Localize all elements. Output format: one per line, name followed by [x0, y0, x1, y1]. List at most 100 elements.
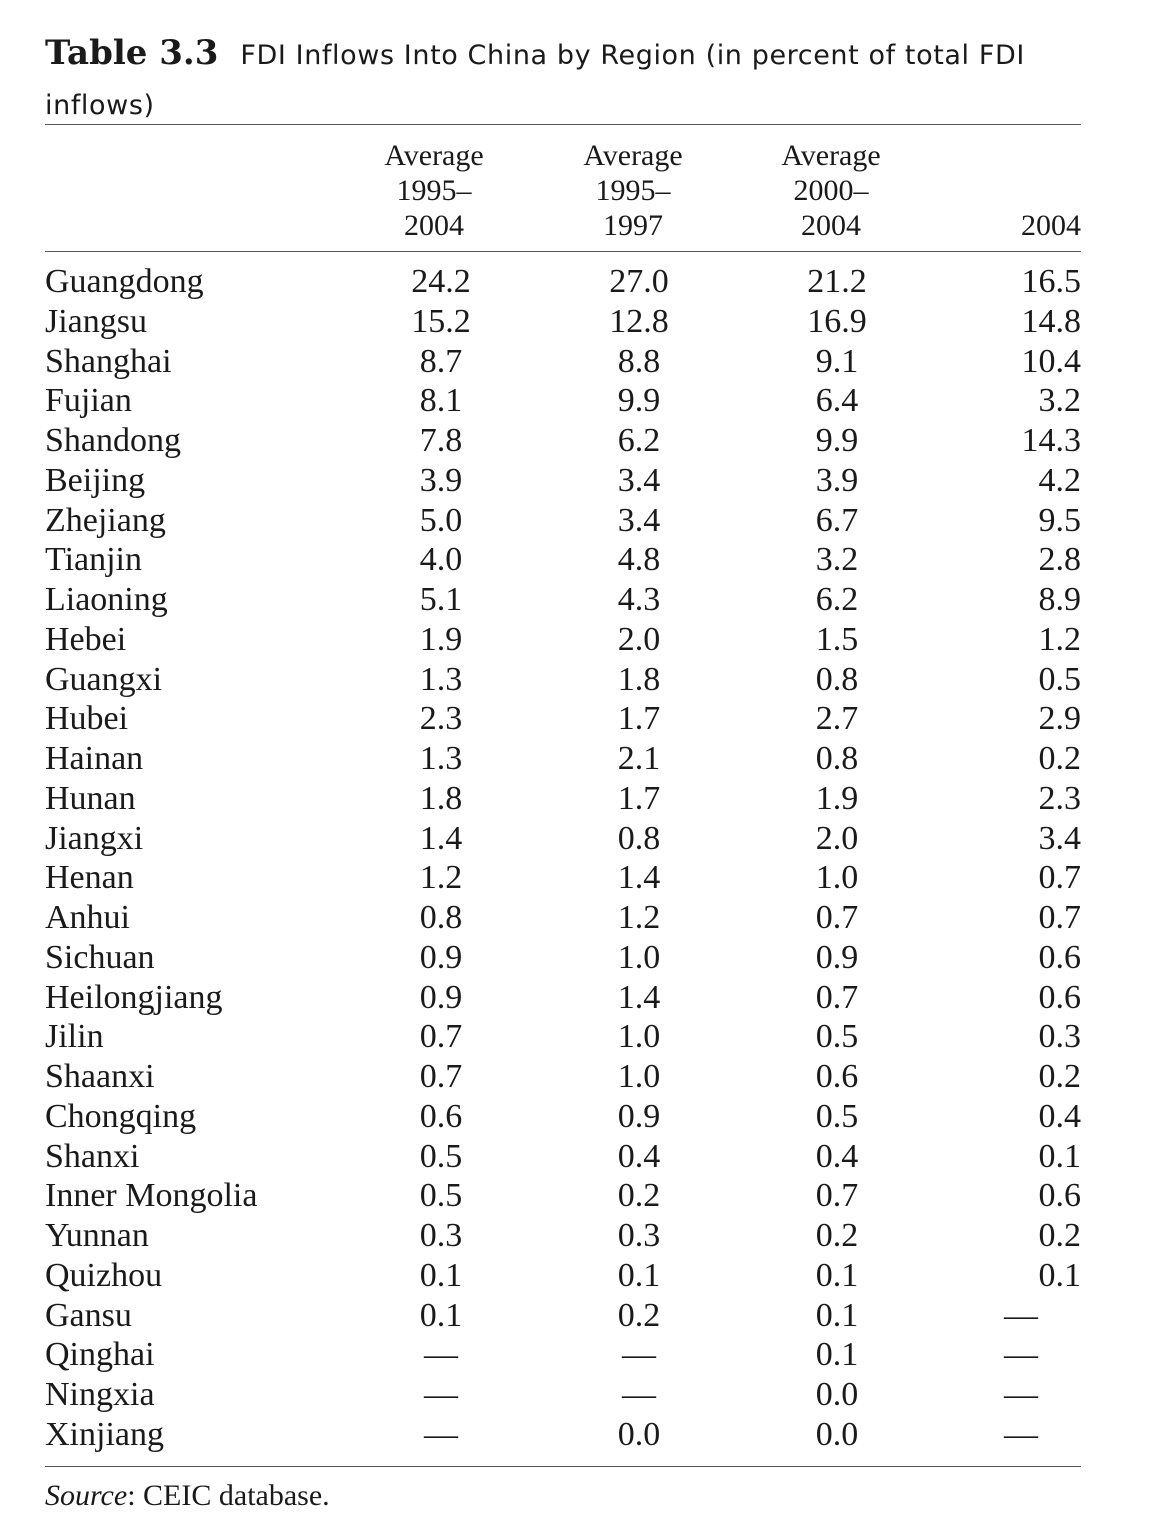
cell-value: 0.1 — [815, 1256, 859, 1294]
cell-value: 9.9 — [815, 422, 859, 459]
table-row: Jilin 0.7 1.0 0.5 0.3 — [45, 1017, 1081, 1057]
cell-value: 0.6 — [1038, 1177, 1082, 1215]
column-header-avg-1995-1997: Average 1995– 1997 — [583, 139, 683, 242]
region-name: Chongqing — [45, 1097, 197, 1135]
bottom-rule — [45, 1466, 1081, 1467]
table-row: Heilongjiang 0.9 1.4 0.7 0.6 — [45, 978, 1081, 1018]
cell-value: 4.8 — [617, 541, 661, 579]
region-name: Shandong — [45, 422, 181, 459]
cell-value: 1.0 — [815, 859, 859, 897]
cell-value: — — [622, 1336, 656, 1374]
cell-value: 0.4 — [617, 1137, 661, 1175]
table-row: Jiangsu 15.2 12.8 16.9 14.8 — [45, 302, 1081, 342]
cell-value: 0.6 — [419, 1097, 463, 1135]
table-row: Gansu 0.1 0.2 0.1 — — [45, 1296, 1081, 1336]
cell-value: 15.2 — [411, 302, 471, 340]
cell-value: 8.9 — [1038, 581, 1082, 618]
cell-value: — — [1004, 1415, 1038, 1453]
cell-value: 16.9 — [807, 302, 867, 340]
table-row: Ningxia — — 0.0 — — [45, 1375, 1081, 1415]
region-name: Inner Mongolia — [45, 1177, 258, 1215]
cell-value: 1.8 — [419, 779, 463, 817]
cell-value: 0.5 — [419, 1137, 463, 1175]
cell-value: 0.4 — [1038, 1097, 1082, 1135]
table-row: Sichuan 0.9 1.0 0.9 0.6 — [45, 938, 1081, 978]
region-name: Ningxia — [45, 1376, 155, 1413]
cell-value: 0.2 — [815, 1217, 859, 1254]
cell-value: 6.4 — [815, 382, 859, 420]
cell-value: 0.4 — [815, 1137, 859, 1175]
region-name: Qinghai — [45, 1336, 155, 1374]
table-row: Shanghai 8.7 8.8 9.1 10.4 — [45, 342, 1081, 382]
cell-value: 1.2 — [1038, 620, 1082, 658]
cell-value: 2.7 — [815, 700, 859, 738]
cell-value: 4.2 — [1038, 461, 1082, 499]
cell-value: 9.5 — [1038, 501, 1082, 539]
cell-value: 0.1 — [1038, 1137, 1082, 1175]
region-name: Quizhou — [45, 1256, 163, 1294]
table-row: Chongqing 0.6 0.9 0.5 0.4 — [45, 1097, 1081, 1137]
cell-value: 3.9 — [815, 461, 859, 499]
cell-value: 1.4 — [617, 859, 661, 897]
region-name: Yunnan — [45, 1217, 149, 1254]
cell-value: 0.2 — [1038, 740, 1082, 777]
cell-value: 0.7 — [815, 1177, 859, 1215]
cell-value: 9.9 — [617, 382, 661, 420]
cell-value: 0.8 — [617, 819, 661, 857]
cell-value: 1.7 — [617, 700, 661, 738]
cell-value: 0.3 — [617, 1217, 661, 1254]
cell-value: 0.6 — [1038, 978, 1082, 1016]
cell-value: 2.3 — [419, 700, 463, 738]
table-row: Quizhou 0.1 0.1 0.1 0.1 — [45, 1256, 1081, 1296]
cell-value: 1.5 — [815, 620, 859, 658]
cell-value: 2.3 — [1038, 779, 1082, 817]
cell-value: — — [1004, 1296, 1038, 1334]
region-name: Fujian — [45, 382, 132, 420]
cell-value: 3.9 — [419, 461, 463, 499]
region-name: Heilongjiang — [45, 978, 223, 1016]
cell-value: 0.1 — [419, 1296, 463, 1334]
cell-value: 1.0 — [617, 1058, 661, 1095]
table-row: Inner Mongolia 0.5 0.2 0.7 0.6 — [45, 1176, 1081, 1216]
cell-value: 6.7 — [815, 501, 859, 539]
table-number: Table 3.3 — [45, 33, 219, 73]
region-name: Shanghai — [45, 342, 172, 380]
cell-value: 0.5 — [815, 1097, 859, 1135]
cell-value: 0.7 — [419, 1018, 463, 1056]
cell-value: 8.7 — [419, 342, 463, 380]
cell-value: 0.2 — [617, 1296, 661, 1334]
cell-value: 3.4 — [1038, 819, 1082, 857]
region-name: Jiangxi — [45, 819, 144, 857]
cell-value: 0.9 — [419, 938, 463, 976]
cell-value: 0.9 — [617, 1097, 661, 1135]
cell-value: 24.2 — [411, 263, 471, 300]
table-row: Hebei 1.9 2.0 1.5 1.2 — [45, 620, 1081, 660]
region-name: Shanxi — [45, 1137, 140, 1175]
cell-value: 0.5 — [419, 1177, 463, 1215]
cell-value: 6.2 — [815, 581, 859, 618]
cell-value: 12.8 — [609, 302, 669, 340]
cell-value: — — [424, 1376, 458, 1413]
cell-value: 4.0 — [419, 541, 463, 579]
cell-value: 9.1 — [815, 342, 859, 380]
table-row: Henan 1.2 1.4 1.0 0.7 — [45, 858, 1081, 898]
region-name: Anhui — [45, 899, 130, 936]
table-row: Fujian 8.1 9.9 6.4 3.2 — [45, 381, 1081, 421]
table-row: Qinghai — — 0.1 — — [45, 1335, 1081, 1375]
cell-value: 3.4 — [617, 461, 661, 499]
source-note: Source: CEIC database. — [45, 1476, 330, 1516]
region-name: Hainan — [45, 740, 144, 777]
table-row: Hainan 1.3 2.1 0.8 0.2 — [45, 739, 1081, 779]
table-caption: Table 3.3 FDI Inflows Into China by Regio… — [45, 30, 1081, 133]
table-row: Shanxi 0.5 0.4 0.4 0.1 — [45, 1137, 1081, 1177]
cell-value: 1.8 — [617, 660, 661, 698]
cell-value: 5.0 — [419, 501, 463, 539]
cell-value: — — [424, 1415, 458, 1453]
cell-value: 1.9 — [419, 620, 463, 658]
table-row: Beijing 3.9 3.4 3.9 4.2 — [45, 461, 1081, 501]
column-header-avg-1995-2004: Average 1995– 2004 — [384, 139, 484, 242]
cell-value: 2.0 — [815, 819, 859, 857]
table-row: Guangxi 1.3 1.8 0.8 0.5 — [45, 660, 1081, 700]
region-name: Liaoning — [45, 581, 168, 618]
cell-value: 1.3 — [419, 740, 463, 777]
